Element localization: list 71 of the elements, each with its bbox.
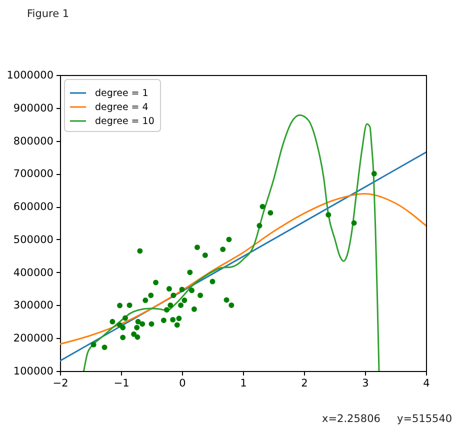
point: [142, 298, 148, 304]
line-series: [60, 192, 426, 345]
point: [224, 297, 230, 303]
y-tick-label: 900000: [13, 102, 54, 114]
x-tick-label: 2: [301, 378, 308, 390]
point: [148, 321, 154, 327]
point: [117, 302, 123, 308]
point: [131, 331, 137, 337]
point: [210, 278, 216, 284]
point: [220, 246, 226, 252]
point: [226, 236, 232, 242]
point: [202, 252, 208, 258]
point: [134, 324, 140, 330]
point: [176, 316, 182, 322]
x-tick-label: 1: [240, 378, 247, 390]
y-tick-label: 500000: [13, 234, 54, 246]
point: [140, 321, 146, 327]
point: [110, 318, 116, 324]
point: [187, 270, 193, 276]
x-tick-label: −1: [114, 378, 130, 390]
point: [178, 302, 184, 308]
point: [256, 222, 262, 228]
point: [166, 286, 172, 292]
point: [153, 280, 159, 286]
x-tick-label: −2: [52, 378, 68, 390]
text: x=2.25806: [322, 413, 381, 425]
y-tick-label: 300000: [13, 300, 54, 312]
point: [371, 170, 377, 176]
point: [228, 302, 234, 308]
legend-label: degree = 1: [95, 88, 148, 99]
legend-label: degree = 4: [95, 102, 148, 113]
legend-label: degree = 10: [95, 116, 154, 127]
x-tick-label: 4: [423, 378, 430, 390]
point: [164, 307, 170, 313]
text: y=515540: [397, 413, 452, 425]
point: [198, 292, 204, 298]
point: [189, 288, 194, 294]
point: [260, 204, 266, 210]
point: [170, 292, 176, 298]
point: [120, 324, 126, 330]
y-tick-label: 700000: [13, 168, 54, 180]
point: [160, 318, 166, 324]
point: [194, 244, 200, 250]
point: [268, 210, 274, 216]
point: [148, 292, 154, 298]
x-tick-label: 3: [362, 378, 369, 390]
x-tick-label: 0: [179, 378, 186, 390]
point: [174, 322, 180, 328]
point: [90, 342, 96, 348]
y-tick-label: 100000: [13, 366, 54, 378]
line-series: [83, 114, 380, 371]
point: [326, 212, 332, 218]
caption: Figure 1: [27, 8, 70, 20]
point: [137, 248, 143, 254]
y-tick-label: 200000: [13, 332, 54, 345]
y-tick-label: 400000: [13, 266, 54, 279]
point: [120, 334, 126, 340]
y-tick-label: 1000000: [6, 70, 54, 82]
point: [122, 315, 128, 321]
y-tick-label: 800000: [13, 135, 54, 148]
point: [191, 306, 197, 312]
point: [351, 220, 357, 226]
point: [182, 298, 188, 304]
point: [134, 334, 140, 340]
point: [179, 286, 185, 292]
point: [126, 302, 132, 308]
point: [168, 302, 174, 308]
point: [135, 318, 141, 324]
point: [170, 316, 176, 322]
y-tick-label: 600000: [13, 201, 54, 214]
point: [102, 344, 108, 350]
